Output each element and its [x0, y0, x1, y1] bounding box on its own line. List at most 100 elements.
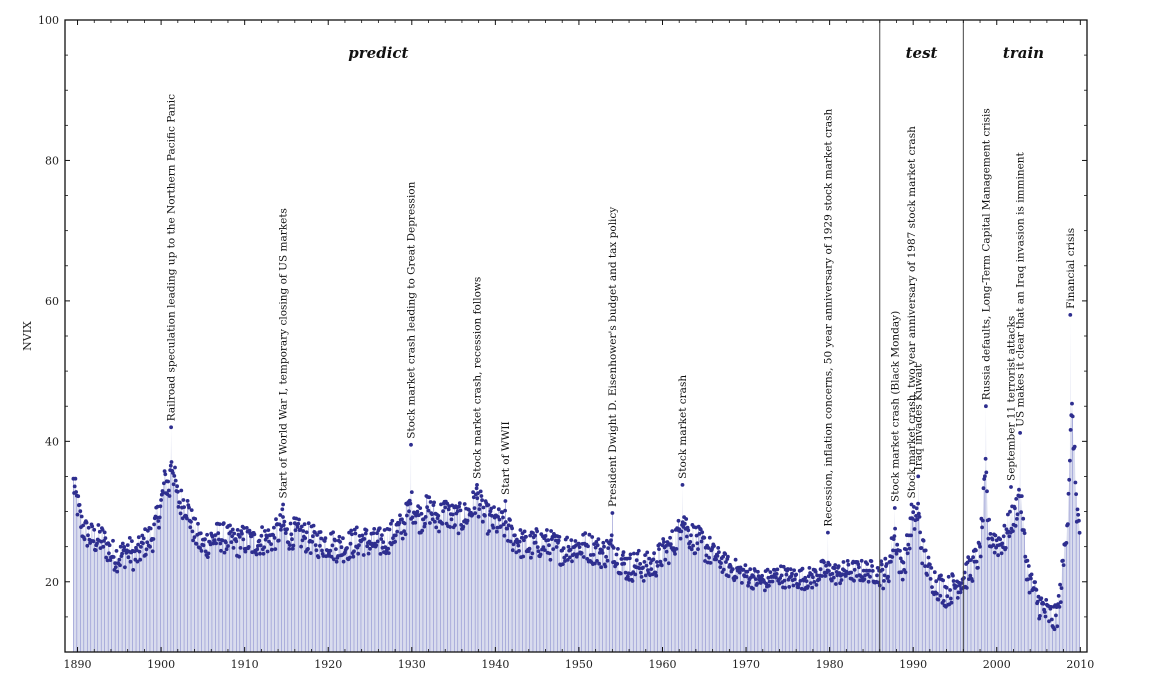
data-point: [120, 551, 124, 556]
data-point: [838, 581, 842, 586]
data-point: [941, 578, 945, 583]
data-point: [651, 557, 656, 562]
data-point: [642, 560, 647, 564]
data-point: [265, 535, 269, 540]
data-point: [279, 527, 283, 532]
data-point: [135, 559, 140, 564]
data-point: [954, 584, 959, 589]
event-annotation: Stock market crash, recession follows: [472, 277, 484, 479]
data-point: [299, 524, 304, 529]
data-point: [803, 575, 808, 580]
data-point: [857, 565, 861, 570]
data-point: [383, 545, 388, 550]
data-point: [628, 552, 633, 557]
data-point: [809, 572, 814, 577]
data-point: [643, 553, 647, 557]
data-point: [125, 543, 130, 547]
data-point: [432, 500, 436, 505]
data-point: [503, 499, 508, 503]
data-point: [564, 553, 569, 558]
data-point: [845, 559, 850, 563]
data-point: [281, 523, 286, 527]
data-point: [299, 544, 303, 549]
data-point: [400, 536, 405, 541]
data-point: [647, 556, 652, 561]
data-point: [659, 563, 664, 568]
data-point: [893, 526, 897, 531]
data-point: [605, 558, 610, 563]
data-point: [259, 533, 264, 538]
data-point: [595, 559, 599, 563]
data-point: [593, 561, 597, 566]
data-point: [745, 569, 750, 574]
data-point: [389, 521, 393, 526]
data-point: [364, 528, 369, 533]
data-point: [422, 524, 427, 529]
data-point: [868, 574, 872, 579]
data-point: [785, 567, 790, 571]
data-point: [473, 511, 478, 515]
data-point: [461, 524, 466, 529]
data-point: [107, 551, 111, 556]
data-point: [443, 505, 448, 510]
data-point: [175, 484, 180, 489]
data-point: [638, 562, 643, 566]
data-point: [73, 476, 78, 481]
data-point: [260, 525, 264, 529]
data-point: [971, 555, 975, 560]
data-point: [448, 525, 452, 529]
data-point: [583, 531, 588, 536]
data-point: [889, 559, 893, 564]
data-point: [162, 469, 167, 473]
data-point: [374, 543, 379, 548]
data-point: [136, 542, 141, 547]
data-point: [231, 546, 236, 550]
data-point: [707, 535, 712, 540]
data-point: [932, 570, 937, 575]
data-point: [306, 547, 310, 551]
data-point: [302, 522, 307, 527]
data-point: [920, 561, 925, 566]
data-point: [386, 551, 391, 555]
data-point: [304, 530, 309, 535]
data-points-layer: [71, 313, 1082, 632]
data-point: [288, 543, 292, 547]
data-point: [733, 557, 738, 562]
data-point: [128, 559, 133, 564]
data-point: [341, 559, 346, 564]
data-point: [1044, 598, 1049, 602]
data-point: [602, 544, 606, 549]
data-point: [830, 571, 835, 576]
data-point: [467, 507, 471, 512]
event-annotation: Start of World War I, temporary closing …: [278, 208, 290, 498]
data-point: [806, 584, 810, 589]
data-point: [549, 529, 553, 533]
data-point: [728, 564, 733, 569]
data-point: [235, 528, 240, 532]
data-point: [579, 551, 584, 555]
data-point: [849, 570, 854, 575]
data-point: [1049, 617, 1054, 622]
data-point: [258, 543, 263, 548]
data-point: [152, 522, 157, 527]
x-tick-label: 1910: [231, 658, 259, 671]
data-point: [76, 494, 81, 499]
data-point: [104, 555, 108, 560]
data-point: [658, 559, 663, 564]
data-point: [1019, 494, 1024, 498]
data-point: [604, 554, 608, 559]
data-point: [898, 556, 903, 561]
data-point: [75, 512, 80, 517]
data-point: [1018, 431, 1022, 435]
data-point: [74, 490, 78, 494]
event-annotation: President Dwight D. Eisenhower's budget …: [607, 207, 619, 507]
data-point: [890, 555, 895, 559]
data-point: [1075, 507, 1080, 512]
data-point: [93, 548, 98, 553]
data-point: [653, 570, 658, 575]
data-point: [1056, 602, 1060, 606]
data-point: [453, 523, 457, 528]
data-point: [904, 547, 909, 552]
data-point: [379, 537, 384, 541]
